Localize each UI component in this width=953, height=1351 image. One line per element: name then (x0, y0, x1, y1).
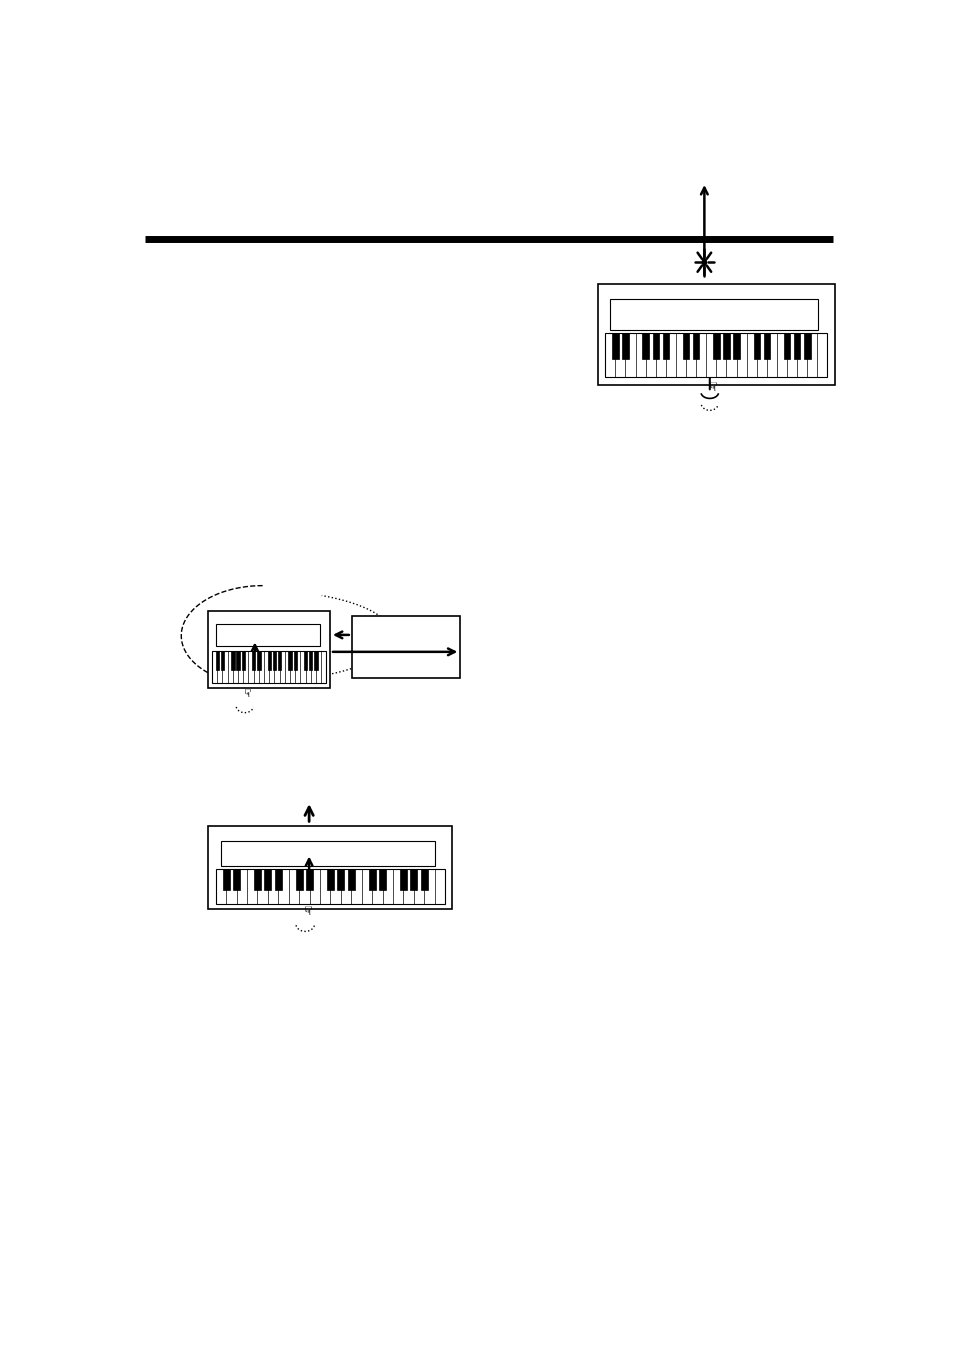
Bar (604, 332, 826, 377)
Bar (257, 651, 260, 670)
Bar (609, 299, 817, 330)
Bar (712, 332, 719, 359)
Bar (215, 869, 445, 904)
Bar (337, 869, 344, 890)
Bar (231, 651, 234, 670)
Bar (682, 332, 689, 359)
Bar (314, 651, 317, 670)
Bar (378, 869, 386, 890)
Bar (212, 651, 326, 684)
Bar (222, 869, 230, 890)
Bar (348, 869, 355, 890)
Bar (420, 869, 427, 890)
Bar (208, 611, 330, 688)
Bar (641, 332, 648, 359)
Bar (304, 651, 307, 670)
Text: ☞: ☞ (239, 689, 250, 698)
Bar (233, 869, 240, 890)
Bar (295, 869, 302, 890)
Bar (753, 332, 760, 359)
Bar (267, 651, 271, 670)
Bar (612, 332, 618, 359)
Bar (762, 332, 769, 359)
Text: ☞: ☞ (298, 905, 312, 916)
Circle shape (701, 259, 706, 265)
Bar (253, 869, 260, 890)
Bar (692, 332, 699, 359)
Bar (327, 869, 334, 890)
Text: ☞: ☞ (702, 381, 716, 393)
Bar (273, 651, 275, 670)
Bar (215, 624, 320, 646)
Bar (803, 332, 810, 359)
Bar (621, 332, 628, 359)
Bar (220, 840, 435, 866)
Bar (208, 825, 452, 909)
Bar (215, 651, 218, 670)
Bar (236, 651, 239, 670)
Bar (277, 651, 281, 670)
Bar (252, 651, 255, 670)
Bar (793, 332, 800, 359)
Bar (220, 651, 224, 670)
Bar (352, 616, 459, 678)
Bar (662, 332, 668, 359)
Bar (399, 869, 406, 890)
Bar (652, 332, 659, 359)
Bar (241, 651, 245, 670)
Bar (598, 284, 834, 385)
Bar (306, 869, 313, 890)
Bar (294, 651, 296, 670)
Bar (369, 869, 375, 890)
Bar (783, 332, 789, 359)
Bar (410, 869, 416, 890)
Bar (288, 651, 292, 670)
Bar (264, 869, 271, 890)
Bar (274, 869, 281, 890)
Bar (722, 332, 729, 359)
Bar (733, 332, 740, 359)
Bar (309, 651, 313, 670)
